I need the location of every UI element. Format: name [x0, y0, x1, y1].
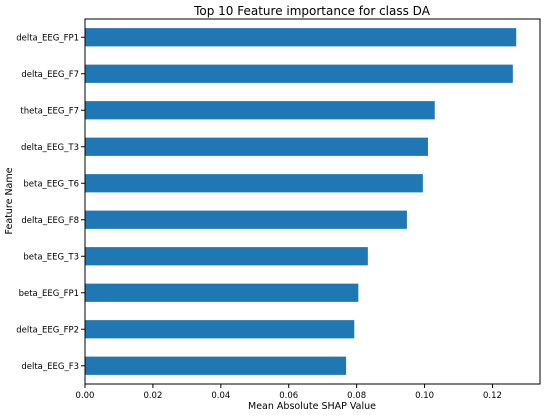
x-tick-label: 0.12 — [483, 391, 502, 401]
bar-delta_EEG_F3 — [85, 356, 347, 375]
bars-group — [85, 28, 517, 375]
y-tick-label: beta_EEG_T6 — [23, 179, 79, 189]
plot-frame — [84, 18, 541, 385]
y-tick-label: beta_EEG_T3 — [23, 252, 79, 262]
x-tick-label: 0.06 — [279, 391, 298, 401]
y-tick-label: delta_EEG_F8 — [21, 216, 79, 226]
x-tick-label: 0.02 — [143, 391, 162, 401]
y-axis-ticks: delta_EEG_FP1 delta_EEG_F7 theta_EEG_F7del… — [16, 33, 85, 372]
y-tick-label: beta_EEG_FP1 — [19, 289, 79, 299]
bar-beta_EEG_T3 — [85, 247, 368, 266]
x-tick-label: 0.00 — [76, 391, 95, 401]
bar-theta_EEG_F7 — [85, 101, 435, 120]
bar-beta_EEG_FP1 — [85, 283, 359, 302]
x-axis-label: Mean Absolute SHAP Value — [248, 401, 376, 412]
y-tick-label: delta_EEG_F7 — [21, 70, 79, 80]
y-axis-label: Feature Name — [4, 167, 15, 234]
bar-delta_EEG_FP2 — [85, 320, 355, 339]
x-tick-label: 0.08 — [347, 391, 366, 401]
bar-beta_EEG_T6 — [85, 174, 423, 193]
y-tick-label: theta_EEG_F7 — [20, 106, 79, 116]
bar-delta_EEG_T3 — [85, 137, 428, 156]
bar-delta_EEG_F8 — [85, 210, 407, 229]
x-axis-ticks: 0.00 0.02 0.04 0.06 0.08 0.10 0.12 — [76, 384, 502, 401]
y-tick-label: delta_EEG_T3 — [21, 143, 79, 153]
chart-title: Top 10 Feature importance for class DA — [193, 4, 431, 18]
bar-delta_EEG_F7 — [85, 64, 513, 83]
x-tick-label: 0.04 — [211, 391, 230, 401]
y-tick-label: delta_EEG_FP1 — [16, 33, 79, 43]
y-tick-label: delta_EEG_FP2 — [16, 325, 79, 335]
bar-delta_EEG_FP1 — [85, 28, 517, 47]
y-tick-label: delta_EEG_F3 — [21, 362, 79, 372]
x-tick-label: 0.10 — [415, 391, 434, 401]
